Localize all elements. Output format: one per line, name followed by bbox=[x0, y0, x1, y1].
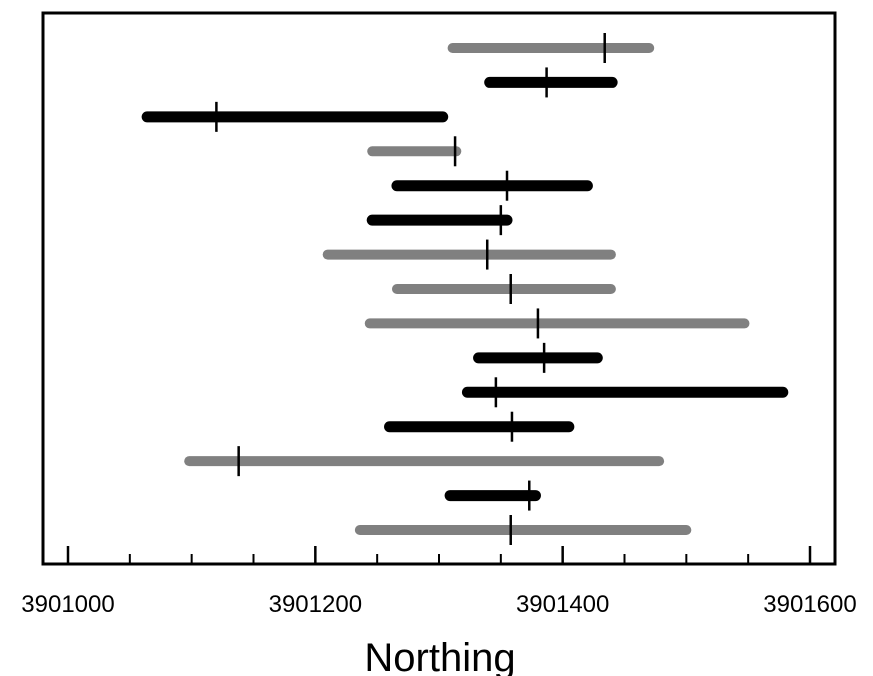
interval-markers bbox=[215, 33, 606, 545]
x-axis-tick-labels: 3901000 3901200 3901400 3901600 bbox=[21, 591, 856, 618]
x-tick-label: 3901400 bbox=[516, 591, 609, 618]
x-axis-ticks bbox=[66, 546, 812, 564]
interval-bars bbox=[141, 43, 789, 535]
x-tick-label: 3901000 bbox=[21, 591, 114, 618]
x-tick-label: 3901200 bbox=[269, 591, 362, 618]
x-axis-title: Northing bbox=[364, 636, 515, 676]
x-tick-label: 3901600 bbox=[763, 591, 856, 618]
